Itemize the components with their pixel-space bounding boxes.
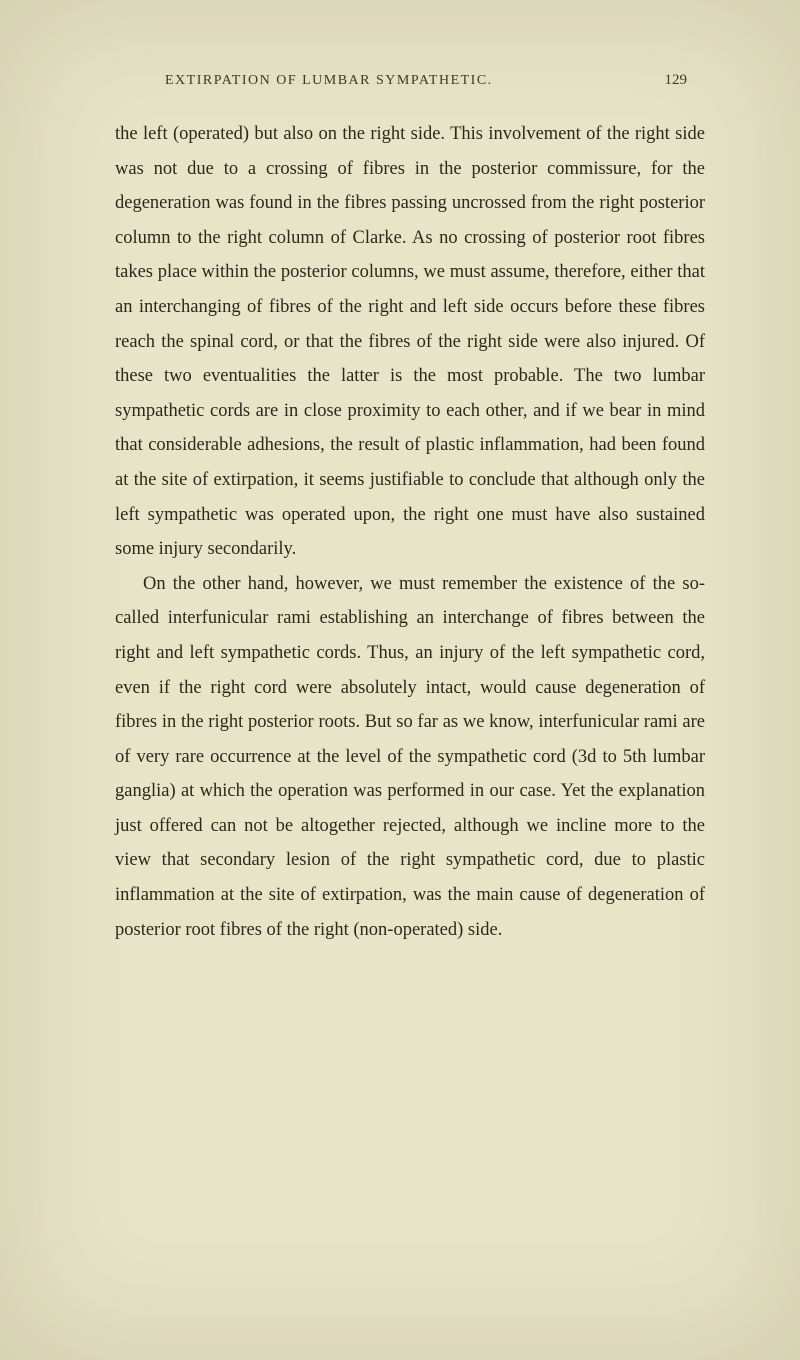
- running-head: EXTIRPATION OF LUMBAR SYMPATHETIC.: [165, 73, 493, 89]
- page-number: 129: [665, 72, 688, 89]
- document-page: EXTIRPATION OF LUMBAR SYMPATHETIC. 129 t…: [0, 0, 800, 1360]
- paragraph-2: On the other hand, however, we must reme…: [115, 567, 705, 948]
- body-text: the left (operated) but also on the righ…: [115, 117, 705, 947]
- page-header: EXTIRPATION OF LUMBAR SYMPATHETIC. 129: [115, 72, 705, 89]
- paragraph-1: the left (operated) but also on the righ…: [115, 117, 705, 567]
